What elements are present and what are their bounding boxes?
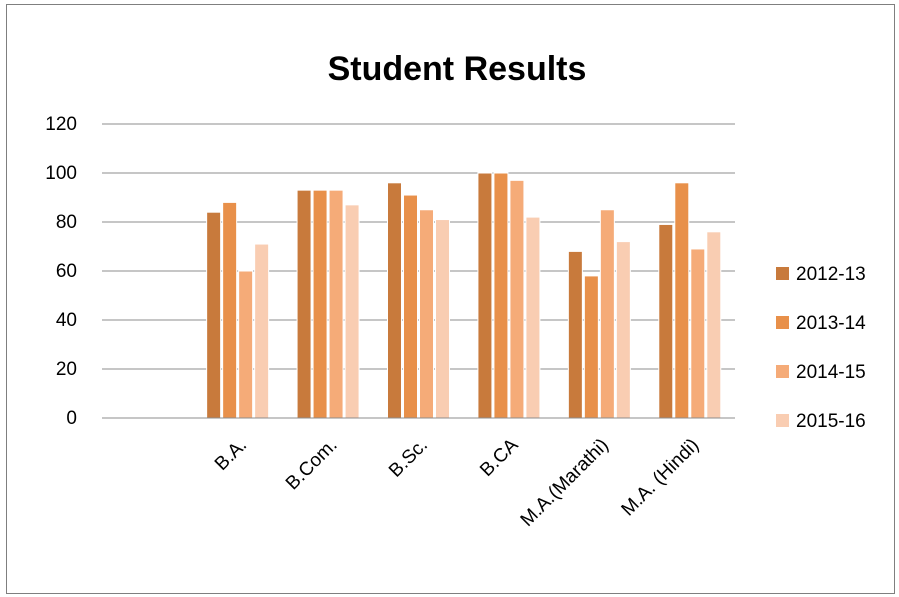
bar [296,189,312,419]
bar [477,172,493,419]
x-category-label: B.A. [211,435,251,475]
bar [493,172,509,419]
bar [206,211,222,419]
legend-label: 2013-14 [796,313,866,334]
x-category-label: B.Sc. [385,435,432,482]
bar [403,194,418,419]
bar [254,243,270,419]
x-category-label: M.A. (Hindi) [618,435,704,521]
y-tick-label: 80 [56,212,77,233]
bar [567,250,583,419]
bar [328,189,344,419]
legend-label: 2015-16 [796,411,866,432]
bar [583,275,599,419]
bar [387,182,402,419]
y-tick-label: 60 [56,261,77,282]
legend-swatch [776,267,789,280]
chart-svg: Student Results 0 20 40 60 80 100 120 B.A. B.Co… [45,50,866,531]
bar [509,179,525,419]
bar [344,204,360,419]
y-axis-ticks: 0 20 40 60 80 100 120 [45,114,77,429]
legend-label: 2014-15 [796,362,866,383]
legend-swatch [776,365,789,378]
x-category-label: B.Com. [282,435,342,495]
y-tick-label: 100 [45,163,77,184]
y-tick-label: 0 [66,408,77,429]
legend: 2012-13 2013-14 2014-15 2015-16 [776,264,866,432]
bar [658,223,674,419]
x-axis-labels: B.A. B.Com. B.Sc. B.CAM.A.(Marathi) M.A. (Hi… [211,434,703,530]
y-tick-label: 120 [45,114,77,135]
bar [419,209,434,419]
bar [525,216,541,419]
x-category-label: M.A.(Marathi) [517,435,613,531]
bar [599,209,615,419]
bar [690,248,706,419]
y-tick-label: 20 [56,359,77,380]
bar [435,219,450,419]
gridlines [102,123,735,370]
legend-swatch [776,316,789,329]
chart-title: Student Results [328,50,587,88]
y-tick-label: 40 [56,310,77,331]
bar [222,201,238,419]
bar [706,231,722,419]
chart-frame: Student Results 0 20 40 60 80 100 120 B.A. B.Co… [6,4,895,594]
bar [312,189,328,419]
bar [615,241,631,419]
bar [238,270,254,419]
legend-swatch [776,414,789,427]
bar [674,182,690,419]
bars [206,172,722,419]
x-category-label: B.CA [476,434,522,480]
legend-label: 2012-13 [796,264,866,285]
